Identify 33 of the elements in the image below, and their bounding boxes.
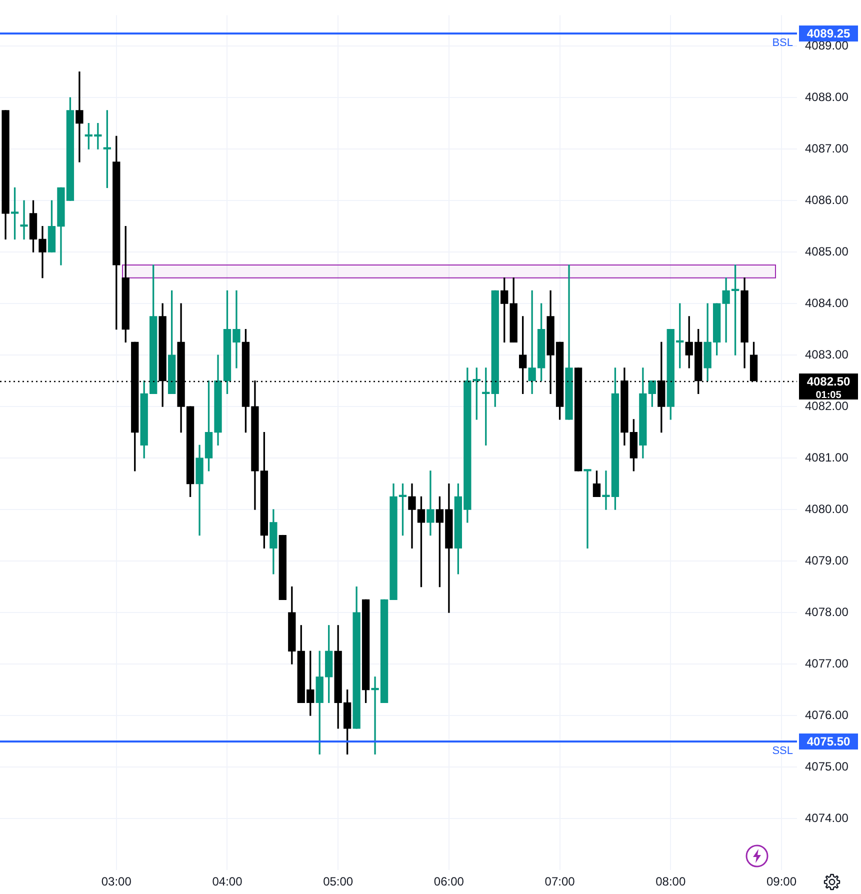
y-tick-label: 4086.00 <box>805 192 849 207</box>
y-tick-label: 4079.00 <box>805 553 849 568</box>
y-tick-label: 4081.00 <box>805 450 849 464</box>
ref-line-label: 4075.50 <box>806 734 851 748</box>
candlestick <box>584 469 592 548</box>
ref-line-label: 4082.50 <box>806 374 851 388</box>
y-tick-label: 4074.00 <box>805 810 849 825</box>
candlestick <box>426 470 434 536</box>
x-tick-label: 09:00 <box>766 874 797 889</box>
y-tick-label: 4088.00 <box>805 90 849 104</box>
y-tick-label: 4080.00 <box>805 502 849 516</box>
y-tick-label: 4078.00 <box>805 604 849 619</box>
y-tick-label: 4077.00 <box>805 656 849 670</box>
annotation: BSL <box>772 37 793 50</box>
y-tick-label: 4085.00 <box>805 244 849 258</box>
y-tick-label: 4089.00 <box>805 38 849 52</box>
x-tick-label: 08:00 <box>656 874 686 889</box>
candlestick <box>20 200 28 240</box>
x-tick-label: 04:00 <box>212 874 243 889</box>
y-tick-label: 4082.00 <box>805 398 849 413</box>
annotation: SSL <box>772 745 793 758</box>
y-tick-label: 4087.00 <box>805 141 849 156</box>
x-tick-label: 05:00 <box>323 874 354 889</box>
x-tick-label: 06:00 <box>434 874 464 889</box>
y-tick-label: 4075.00 <box>805 759 849 774</box>
y-tick-label: 4084.00 <box>805 296 849 310</box>
x-tick-label: 03:00 <box>101 874 132 889</box>
y-tick-label: 4083.00 <box>805 347 849 362</box>
ref-line-label: 4089.25 <box>806 26 851 40</box>
x-tick-label: 07:00 <box>544 874 576 889</box>
candlestick <box>76 72 84 162</box>
text: 01:05 <box>816 390 842 401</box>
y-tick-label: 4076.00 <box>805 708 849 722</box>
